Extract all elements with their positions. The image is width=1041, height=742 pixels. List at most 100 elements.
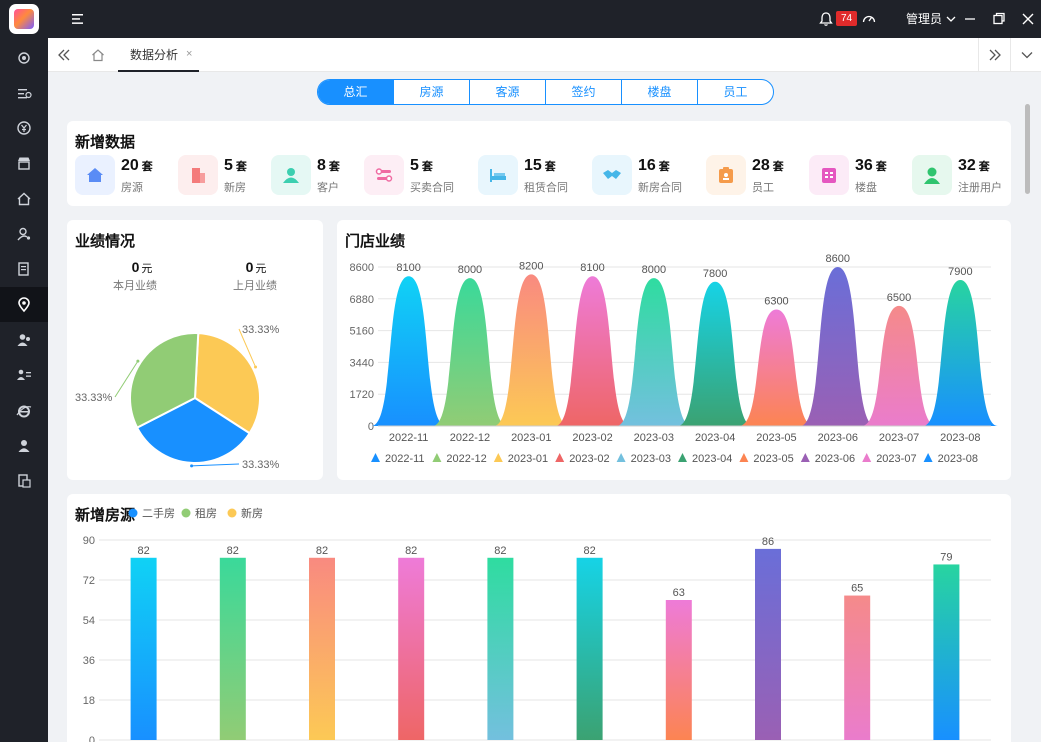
currency-icon bbox=[16, 120, 32, 136]
legend-marker bbox=[862, 453, 872, 462]
pie-label-line bbox=[238, 328, 256, 368]
sidebar-item-user-key[interactable] bbox=[0, 217, 48, 252]
performance-title: 业绩情况 bbox=[75, 233, 136, 250]
stat-value: 28 套 bbox=[752, 157, 784, 175]
legend-marker bbox=[739, 453, 749, 462]
chevron-down-icon[interactable] bbox=[1010, 38, 1041, 72]
handshake-icon bbox=[592, 155, 632, 195]
stat-item[interactable]: 5 套新房 bbox=[178, 155, 274, 199]
store-icon bbox=[16, 155, 32, 171]
segment-tab[interactable]: 签约 bbox=[545, 80, 621, 104]
sidebar-item-location[interactable] bbox=[0, 287, 48, 323]
stat-item[interactable]: 8 套客户 bbox=[271, 155, 367, 199]
data-label: 82 bbox=[227, 545, 239, 557]
menu-toggle-icon[interactable] bbox=[71, 11, 85, 27]
notification-badge[interactable]: 74 bbox=[836, 11, 857, 26]
bell-icon[interactable] bbox=[819, 11, 833, 27]
this-month-amount: 0 bbox=[131, 259, 140, 275]
person-icon bbox=[16, 438, 32, 454]
listing-bar bbox=[576, 557, 603, 740]
y-tick-label: 0 bbox=[368, 421, 374, 433]
tab-close-icon[interactable]: × bbox=[186, 48, 193, 60]
sidebar-item-ie[interactable] bbox=[0, 393, 48, 428]
y-tick-label: 36 bbox=[83, 655, 95, 667]
sidebar-item-settings[interactable] bbox=[0, 40, 48, 75]
double-chevron-right-icon[interactable] bbox=[978, 38, 1010, 72]
sidebar bbox=[0, 38, 48, 742]
data-label: 82 bbox=[494, 545, 506, 557]
close-icon[interactable] bbox=[1021, 11, 1035, 27]
legend-marker bbox=[371, 453, 380, 462]
stat-item[interactable]: 16 套新房合同 bbox=[592, 155, 688, 199]
data-label: 8200 bbox=[519, 260, 543, 272]
stat-item[interactable]: 5 套买卖合同 bbox=[364, 155, 460, 199]
scrollbar[interactable] bbox=[1025, 104, 1030, 194]
segment-tab[interactable]: 客源 bbox=[469, 80, 545, 104]
stat-item[interactable]: 36 套楼盘 bbox=[809, 155, 905, 199]
stat-item[interactable]: 28 套员工 bbox=[706, 155, 802, 199]
stat-label: 新房 bbox=[224, 182, 246, 194]
stat-item[interactable]: 15 套租赁合同 bbox=[478, 155, 574, 199]
legend-label: 2023-03 bbox=[631, 453, 671, 465]
pie-label-line bbox=[191, 463, 240, 467]
home-icon[interactable] bbox=[82, 38, 114, 72]
legend-label: 二手房 bbox=[142, 506, 175, 520]
stat-unit: 套 bbox=[978, 161, 990, 173]
x-tick-label: 2023-05 bbox=[756, 432, 796, 444]
tab-data-analysis[interactable]: 数据分析 × bbox=[118, 38, 199, 72]
segment-tab[interactable]: 员工 bbox=[697, 80, 773, 104]
user-key-icon bbox=[16, 226, 32, 242]
stat-unit: 套 bbox=[141, 161, 153, 173]
listing-bar bbox=[487, 557, 514, 740]
segment-tab[interactable]: 总汇 bbox=[318, 80, 393, 104]
double-chevron-left-icon[interactable] bbox=[48, 38, 80, 72]
maximize-icon[interactable] bbox=[992, 11, 1006, 27]
legend-marker bbox=[800, 453, 810, 462]
stat-value: 16 套 bbox=[638, 157, 670, 175]
stat-number: 36 bbox=[855, 157, 873, 174]
y-tick-label: 18 bbox=[83, 695, 95, 707]
data-label: 82 bbox=[405, 545, 417, 557]
x-tick-label: 2023-07 bbox=[879, 432, 919, 444]
swap-icon bbox=[364, 155, 404, 195]
data-label: 82 bbox=[316, 545, 328, 557]
data-label: 6300 bbox=[764, 296, 788, 308]
stat-item[interactable]: 20 套房源 bbox=[75, 155, 171, 199]
minimize-icon[interactable] bbox=[963, 11, 977, 27]
legend-label: 2023-07 bbox=[876, 453, 916, 465]
app-logo[interactable] bbox=[9, 4, 39, 34]
x-tick-label: 2022-12 bbox=[450, 432, 490, 444]
user-name: 管理员 bbox=[906, 12, 943, 26]
bed-icon bbox=[478, 155, 518, 195]
legend-label: 2023-02 bbox=[569, 453, 609, 465]
segment-tab[interactable]: 房源 bbox=[393, 80, 469, 104]
sidebar-item-document[interactable] bbox=[0, 252, 48, 287]
segment-tab[interactable]: 楼盘 bbox=[621, 80, 697, 104]
listing-bar bbox=[755, 548, 781, 740]
data-label: 79 bbox=[940, 551, 952, 563]
sidebar-item-currency[interactable] bbox=[0, 111, 48, 146]
stat-item[interactable]: 32 套注册用户 bbox=[912, 155, 1008, 199]
new-listings-title: 新增房源 bbox=[75, 507, 136, 524]
sidebar-item-person[interactable] bbox=[0, 428, 48, 463]
last-month-amount: 0 bbox=[245, 259, 254, 275]
this-month-label: 本月业绩 bbox=[113, 280, 157, 292]
stat-value: 20 套 bbox=[121, 157, 153, 175]
y-tick-label: 72 bbox=[83, 575, 95, 587]
stat-label: 员工 bbox=[752, 182, 774, 194]
sidebar-item-store[interactable] bbox=[0, 146, 48, 181]
user-menu[interactable]: 管理员 bbox=[906, 11, 956, 27]
file-icon bbox=[16, 473, 32, 489]
stat-unit: 套 bbox=[421, 161, 433, 173]
building-icon bbox=[178, 155, 218, 195]
stat-number: 28 bbox=[752, 157, 770, 174]
gauge-icon[interactable] bbox=[862, 11, 876, 27]
data-label: 7900 bbox=[948, 266, 972, 278]
stat-number: 8 bbox=[317, 157, 326, 174]
sidebar-item-house[interactable] bbox=[0, 181, 48, 216]
sidebar-item-users[interactable] bbox=[0, 322, 48, 357]
new-data-title: 新增数据 bbox=[75, 134, 136, 151]
sidebar-item-team[interactable] bbox=[0, 358, 48, 393]
sidebar-item-file[interactable] bbox=[0, 464, 48, 499]
sidebar-item-list[interactable] bbox=[0, 75, 48, 110]
